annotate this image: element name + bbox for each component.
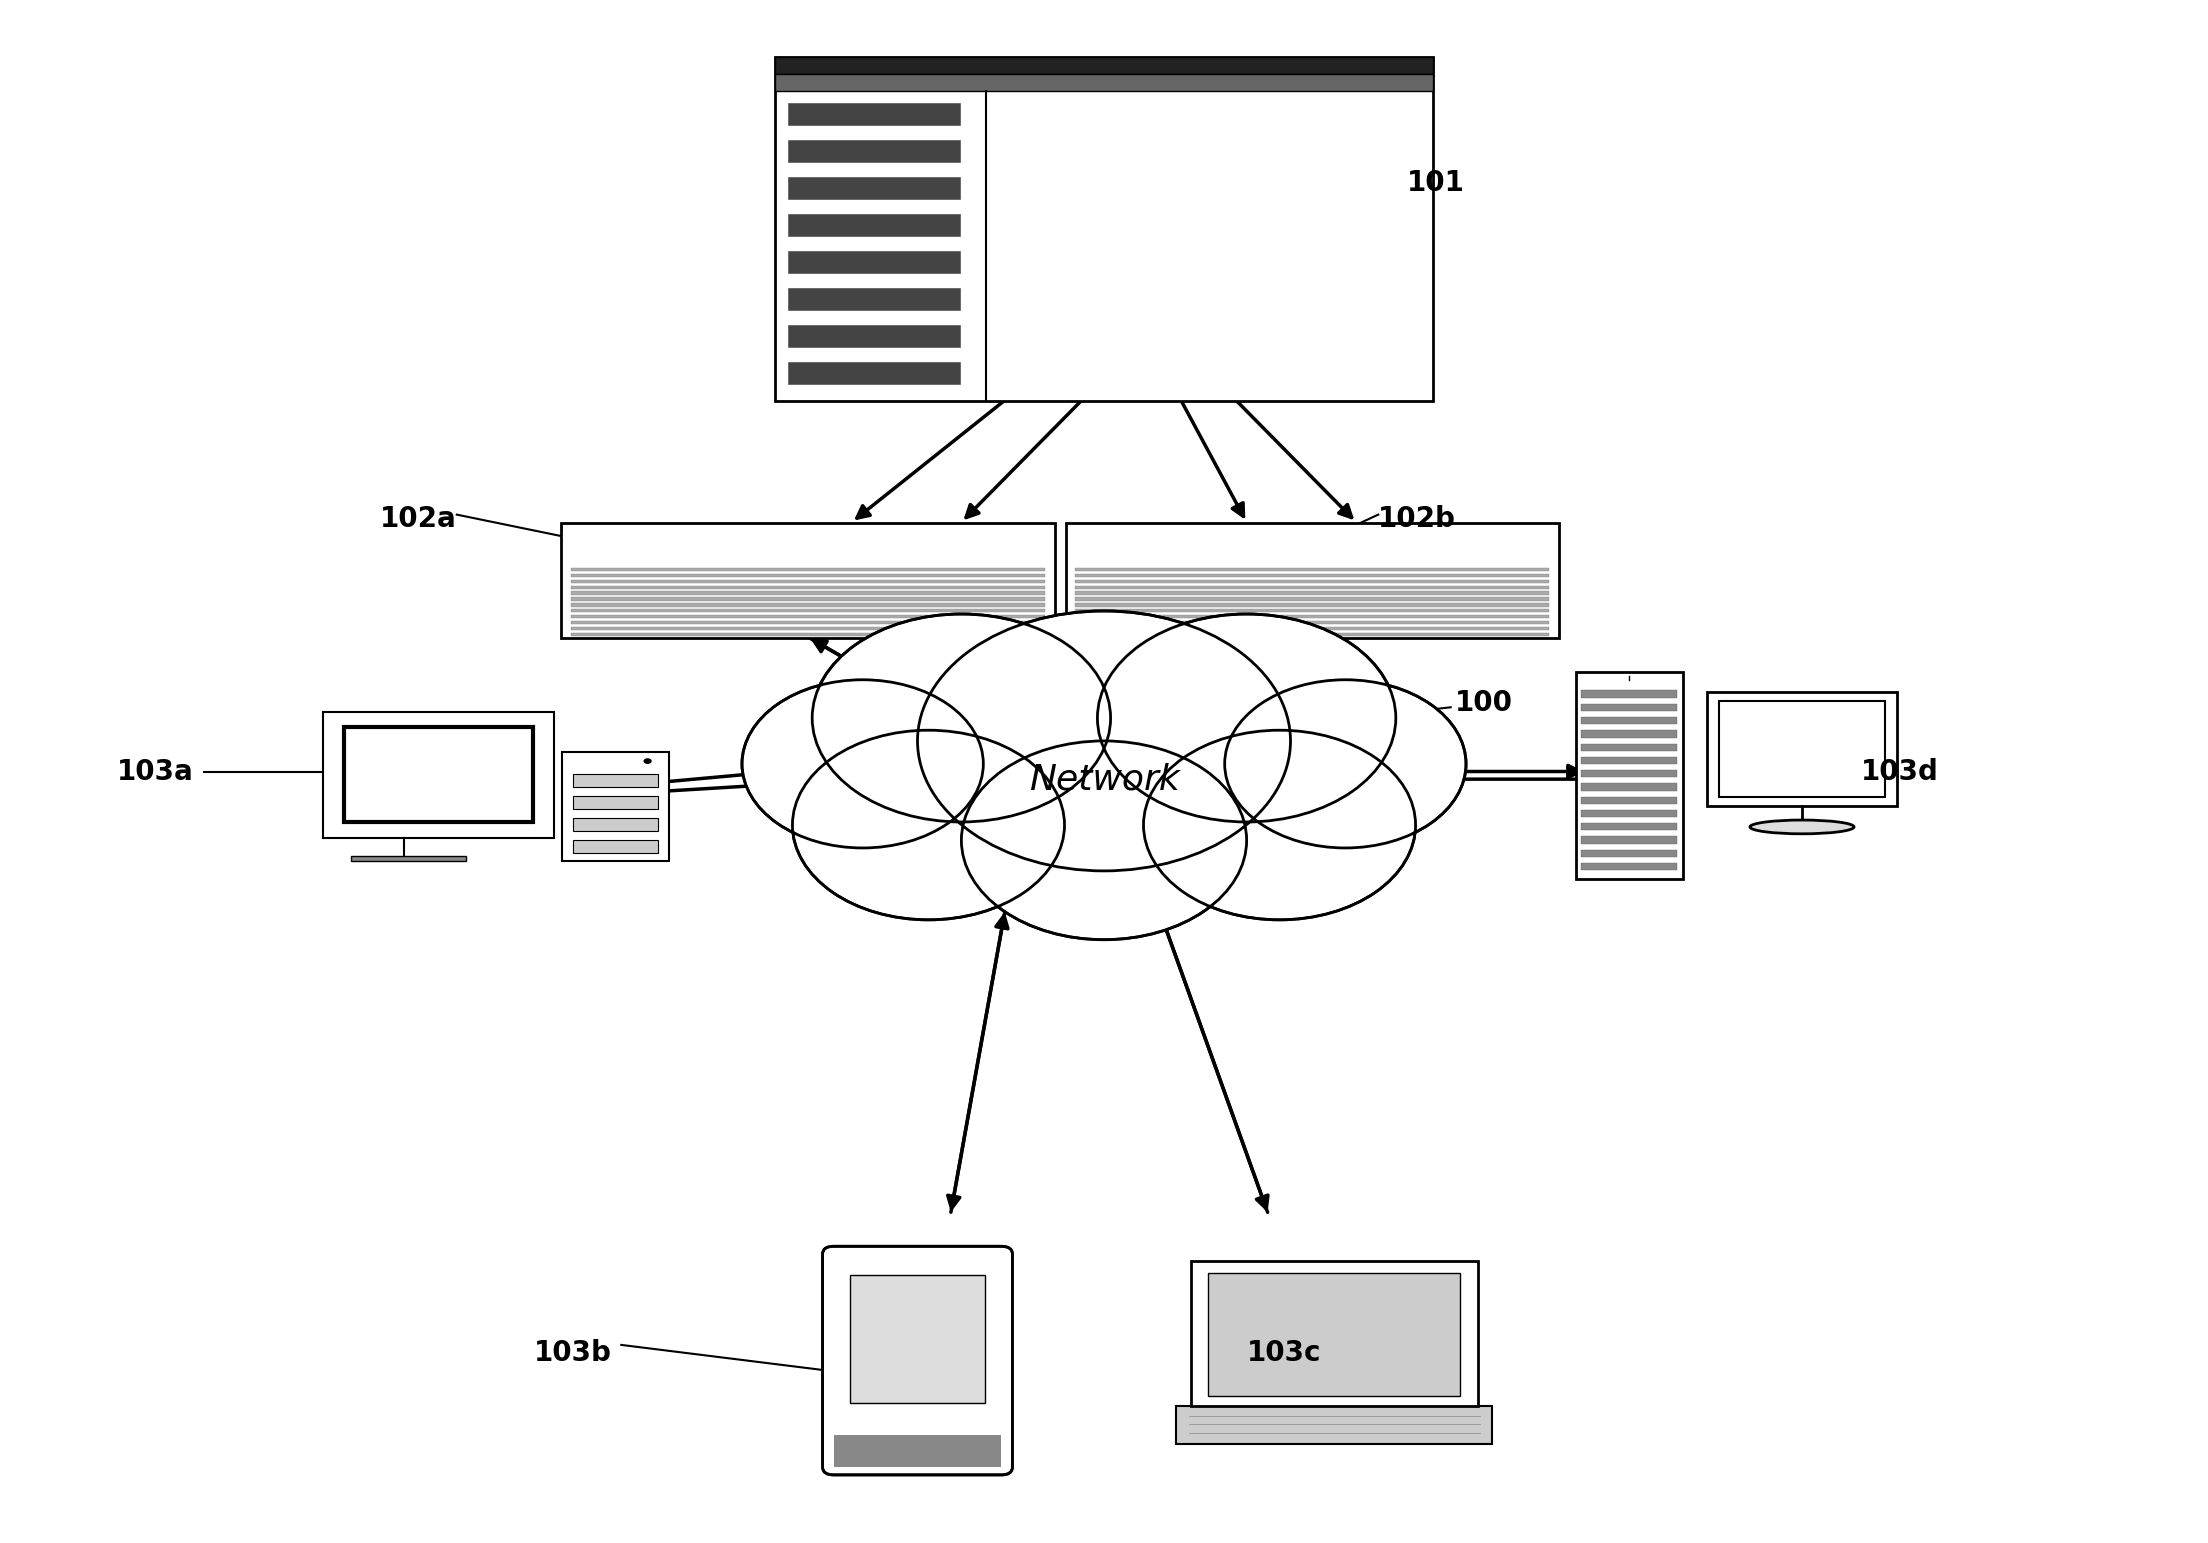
Bar <box>1075 633 1550 636</box>
Circle shape <box>742 680 983 849</box>
Bar <box>1581 822 1678 830</box>
Circle shape <box>910 1444 925 1455</box>
Text: 102a: 102a <box>380 505 457 534</box>
Bar <box>1177 1406 1493 1444</box>
Circle shape <box>643 758 651 764</box>
Bar <box>344 727 532 822</box>
Bar <box>561 523 1055 637</box>
Text: 102b: 102b <box>1378 505 1455 534</box>
Bar <box>572 597 1044 600</box>
Bar <box>788 289 960 310</box>
Bar <box>1581 796 1678 804</box>
Bar <box>1075 626 1550 630</box>
Bar <box>1581 717 1678 724</box>
Ellipse shape <box>1751 819 1855 833</box>
Bar <box>1208 1273 1459 1396</box>
Bar <box>572 574 1044 577</box>
Text: 103d: 103d <box>1861 758 1939 785</box>
Bar <box>1718 701 1886 798</box>
Bar <box>572 633 1044 636</box>
Text: 103b: 103b <box>534 1339 612 1367</box>
Bar <box>572 609 1044 613</box>
Bar <box>572 622 1044 625</box>
Text: Network: Network <box>1029 762 1179 796</box>
Bar <box>1581 863 1678 870</box>
FancyBboxPatch shape <box>824 1247 1013 1475</box>
Bar <box>775 57 1433 74</box>
Bar <box>788 140 960 162</box>
Bar <box>572 603 1044 606</box>
Bar <box>1581 756 1678 764</box>
Bar <box>1190 1261 1477 1406</box>
Circle shape <box>868 1444 883 1455</box>
Bar <box>351 856 466 861</box>
Bar <box>572 775 658 787</box>
Bar <box>572 626 1044 630</box>
Bar <box>1075 597 1550 600</box>
Bar <box>1581 704 1678 711</box>
Bar <box>788 324 960 347</box>
Bar <box>572 585 1044 589</box>
Circle shape <box>1100 616 1393 819</box>
Text: 103c: 103c <box>1248 1339 1320 1367</box>
Bar <box>1581 810 1678 818</box>
Bar <box>1075 585 1550 589</box>
Circle shape <box>813 614 1111 822</box>
Circle shape <box>1225 680 1466 849</box>
Bar <box>572 568 1044 571</box>
Bar <box>1075 574 1550 577</box>
Bar <box>322 713 554 838</box>
Bar <box>1581 850 1678 856</box>
Bar <box>1581 836 1678 844</box>
Bar <box>1066 523 1559 637</box>
Bar <box>1581 770 1678 778</box>
Circle shape <box>1144 730 1415 920</box>
Text: 100: 100 <box>1455 688 1512 716</box>
Bar <box>788 214 960 236</box>
Bar <box>563 753 669 861</box>
Circle shape <box>960 741 1248 940</box>
Circle shape <box>965 742 1243 938</box>
Bar <box>572 580 1044 583</box>
Circle shape <box>744 682 980 846</box>
Bar <box>572 839 658 853</box>
Bar <box>1075 591 1550 594</box>
Circle shape <box>1146 731 1413 918</box>
Bar <box>1075 609 1550 613</box>
Bar <box>1075 616 1550 619</box>
Bar <box>1581 730 1678 738</box>
Bar <box>572 818 658 830</box>
Circle shape <box>795 731 1062 918</box>
Text: 101: 101 <box>1406 168 1464 198</box>
Bar <box>1075 622 1550 625</box>
Bar <box>775 57 1433 401</box>
Bar <box>572 796 658 809</box>
Bar <box>1707 691 1897 807</box>
Bar <box>572 591 1044 594</box>
Bar <box>1581 784 1678 790</box>
Bar <box>788 177 960 199</box>
Bar <box>1075 568 1550 571</box>
Bar <box>788 103 960 125</box>
Circle shape <box>919 611 1289 870</box>
Bar <box>850 1275 985 1403</box>
Bar <box>788 252 960 273</box>
Text: 103a: 103a <box>117 758 194 785</box>
Circle shape <box>793 730 1064 920</box>
Bar <box>835 1435 1002 1467</box>
Bar <box>1075 603 1550 606</box>
Circle shape <box>952 1444 967 1455</box>
Bar <box>572 616 1044 619</box>
Bar <box>1581 744 1678 751</box>
Circle shape <box>921 614 1287 869</box>
Circle shape <box>1097 614 1395 822</box>
Bar <box>1075 580 1550 583</box>
Bar <box>1577 673 1682 878</box>
Circle shape <box>1228 682 1464 846</box>
Bar <box>1581 690 1678 697</box>
Bar <box>788 361 960 384</box>
Circle shape <box>815 616 1108 819</box>
Bar <box>775 74 1433 91</box>
